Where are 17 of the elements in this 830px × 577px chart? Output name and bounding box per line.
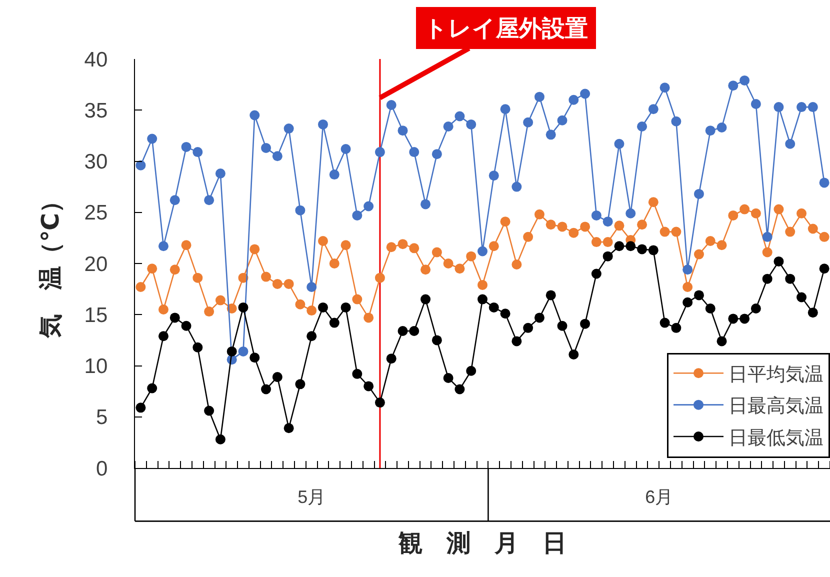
y-tick-label: 25 <box>84 202 108 225</box>
y-axis-title: 気 温（℃） <box>37 188 64 340</box>
y-tick-label: 35 <box>84 99 108 122</box>
y-tick-label: 40 <box>84 48 108 72</box>
x-axis-title: 観 測 月 日 <box>398 530 566 558</box>
legend-label: 日最高気温 <box>728 395 824 418</box>
ref-line-label: トレイ屋外設置 <box>424 15 588 41</box>
x-tick-label: 5月 <box>298 486 326 507</box>
y-tick-label: 5 <box>96 406 108 430</box>
x-tick-label: 6月 <box>645 486 674 507</box>
y-tick-label: 20 <box>84 252 108 276</box>
legend-label: 日最低気温 <box>728 428 824 449</box>
y-tick-label: 30 <box>84 150 108 174</box>
y-tick-label: 15 <box>84 304 108 327</box>
legend-label: 日平均気温 <box>728 364 824 386</box>
y-tick-label: 0 <box>96 457 108 480</box>
y-tick-label: 10 <box>84 355 108 378</box>
